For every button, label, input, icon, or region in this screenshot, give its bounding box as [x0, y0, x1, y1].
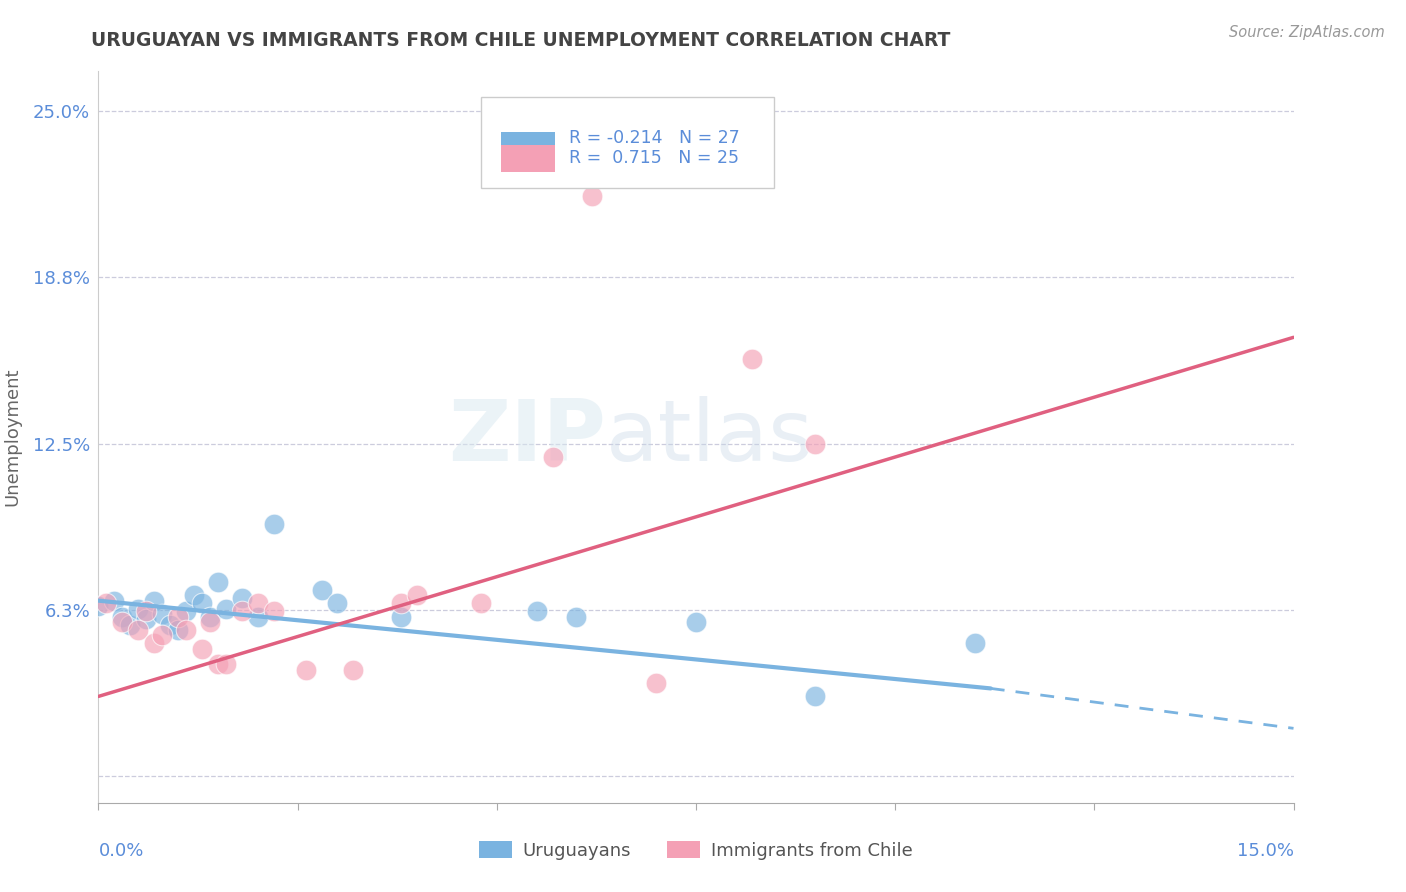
Point: [191, 641, 214, 656]
Point: [150, 628, 173, 642]
Point: [120, 617, 142, 632]
Point: [215, 657, 238, 672]
Point: [246, 609, 269, 624]
Text: Source: ZipAtlas.com: Source: ZipAtlas.com: [1229, 25, 1385, 40]
Point: [191, 596, 214, 610]
Point: [159, 617, 181, 632]
Point: [526, 604, 548, 618]
Point: [406, 588, 429, 602]
Point: [246, 596, 269, 610]
Point: [963, 636, 986, 650]
FancyBboxPatch shape: [501, 132, 555, 161]
Point: [167, 623, 190, 637]
FancyBboxPatch shape: [501, 145, 555, 172]
Point: [198, 615, 221, 629]
Text: R = -0.214   N = 27: R = -0.214 N = 27: [569, 128, 740, 146]
Point: [804, 436, 827, 450]
Point: [174, 623, 197, 637]
Point: [645, 676, 668, 690]
Text: R =  0.715   N = 25: R = 0.715 N = 25: [569, 149, 740, 168]
Point: [326, 596, 349, 610]
Text: ZIP: ZIP: [449, 395, 606, 479]
Point: [167, 609, 190, 624]
Point: [311, 582, 333, 597]
Point: [198, 609, 221, 624]
Point: [111, 609, 134, 624]
Point: [103, 593, 125, 607]
Point: [207, 575, 229, 590]
Point: [389, 609, 412, 624]
Point: [183, 588, 205, 602]
FancyBboxPatch shape: [481, 97, 773, 188]
Text: atlas: atlas: [606, 395, 814, 479]
Point: [263, 516, 285, 531]
Point: [263, 604, 285, 618]
Point: [96, 596, 118, 610]
Point: [541, 450, 564, 464]
Point: [565, 609, 588, 624]
Text: 15.0%: 15.0%: [1236, 842, 1294, 860]
Text: URUGUAYAN VS IMMIGRANTS FROM CHILE UNEMPLOYMENT CORRELATION CHART: URUGUAYAN VS IMMIGRANTS FROM CHILE UNEMP…: [91, 31, 950, 50]
Point: [127, 623, 149, 637]
Point: [143, 593, 166, 607]
Point: [207, 657, 229, 672]
Point: [135, 612, 157, 626]
Point: [294, 663, 316, 677]
Point: [389, 596, 412, 610]
Point: [231, 591, 253, 605]
Point: [174, 604, 197, 618]
Y-axis label: Unemployment: Unemployment: [4, 368, 21, 507]
Point: [150, 607, 173, 621]
Point: [215, 601, 238, 615]
Point: [685, 615, 707, 629]
Legend: Uruguayans, Immigrants from Chile: Uruguayans, Immigrants from Chile: [472, 834, 920, 867]
Text: 0.0%: 0.0%: [98, 842, 143, 860]
Point: [342, 663, 364, 677]
Point: [135, 604, 157, 618]
Point: [127, 601, 149, 615]
Point: [87, 599, 110, 613]
Point: [111, 615, 134, 629]
Point: [741, 351, 763, 366]
Point: [143, 636, 166, 650]
Point: [804, 690, 827, 704]
Point: [231, 604, 253, 618]
Point: [581, 189, 603, 203]
Point: [470, 596, 492, 610]
